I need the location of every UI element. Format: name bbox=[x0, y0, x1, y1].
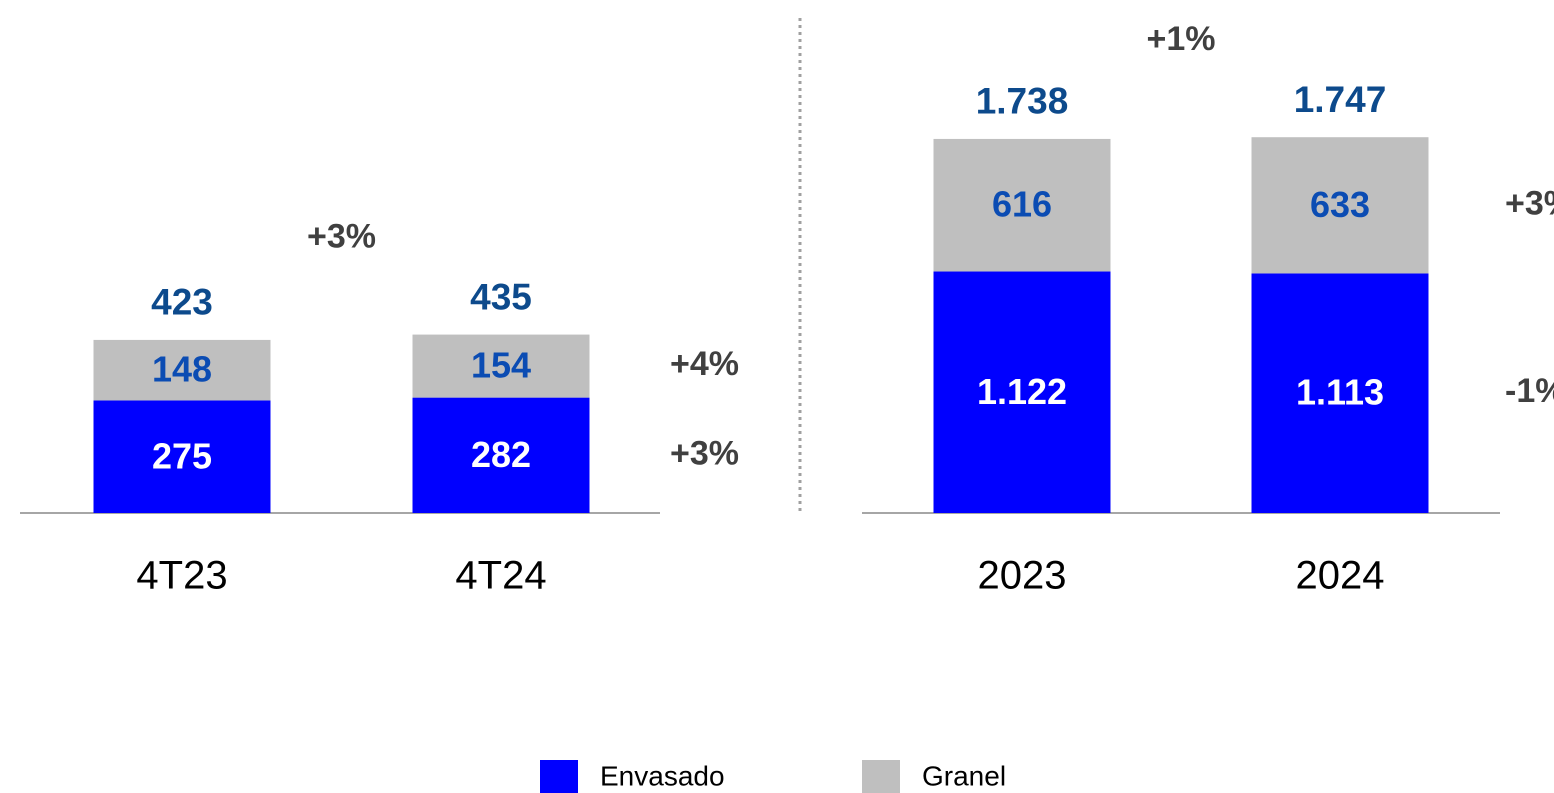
data-label: 275 bbox=[152, 435, 212, 476]
x-tick-label: 4T23 bbox=[136, 554, 227, 598]
data-label: 154 bbox=[471, 345, 531, 386]
bar-segment bbox=[1251, 137, 1429, 274]
legend-swatch bbox=[540, 760, 578, 793]
x-tick-label: 2023 bbox=[978, 554, 1067, 598]
bar-segment bbox=[93, 400, 271, 513]
bar-segment bbox=[412, 397, 590, 513]
legend-label: Envasado bbox=[600, 760, 725, 791]
data-label: 633 bbox=[1310, 184, 1370, 225]
total-change: +1% bbox=[1147, 20, 1216, 58]
total-label: 423 bbox=[151, 282, 213, 323]
series-change: +3% bbox=[1505, 184, 1554, 222]
total-change: +3% bbox=[307, 218, 376, 256]
x-tick-label: 2024 bbox=[1296, 554, 1385, 598]
series-change: -1% bbox=[1505, 372, 1554, 410]
bar-segment bbox=[1251, 273, 1429, 513]
bar-segment bbox=[412, 334, 590, 398]
bar-segment bbox=[93, 339, 271, 401]
legend-label: Granel bbox=[922, 760, 1006, 791]
data-label: 282 bbox=[471, 434, 531, 475]
data-label: 1.113 bbox=[1296, 372, 1384, 413]
total-label: 435 bbox=[470, 276, 532, 317]
legend-swatch bbox=[862, 760, 900, 793]
series-change: +4% bbox=[670, 345, 739, 383]
data-label: 148 bbox=[152, 349, 212, 390]
total-label: 1.747 bbox=[1294, 79, 1387, 120]
data-label: 616 bbox=[992, 184, 1052, 225]
total-label: 1.738 bbox=[976, 81, 1069, 122]
bar-segment bbox=[933, 138, 1111, 272]
x-tick-label: 4T24 bbox=[455, 554, 546, 598]
data-label: 1.122 bbox=[977, 371, 1067, 412]
series-change: +3% bbox=[670, 434, 739, 472]
bar-segment bbox=[933, 271, 1111, 513]
